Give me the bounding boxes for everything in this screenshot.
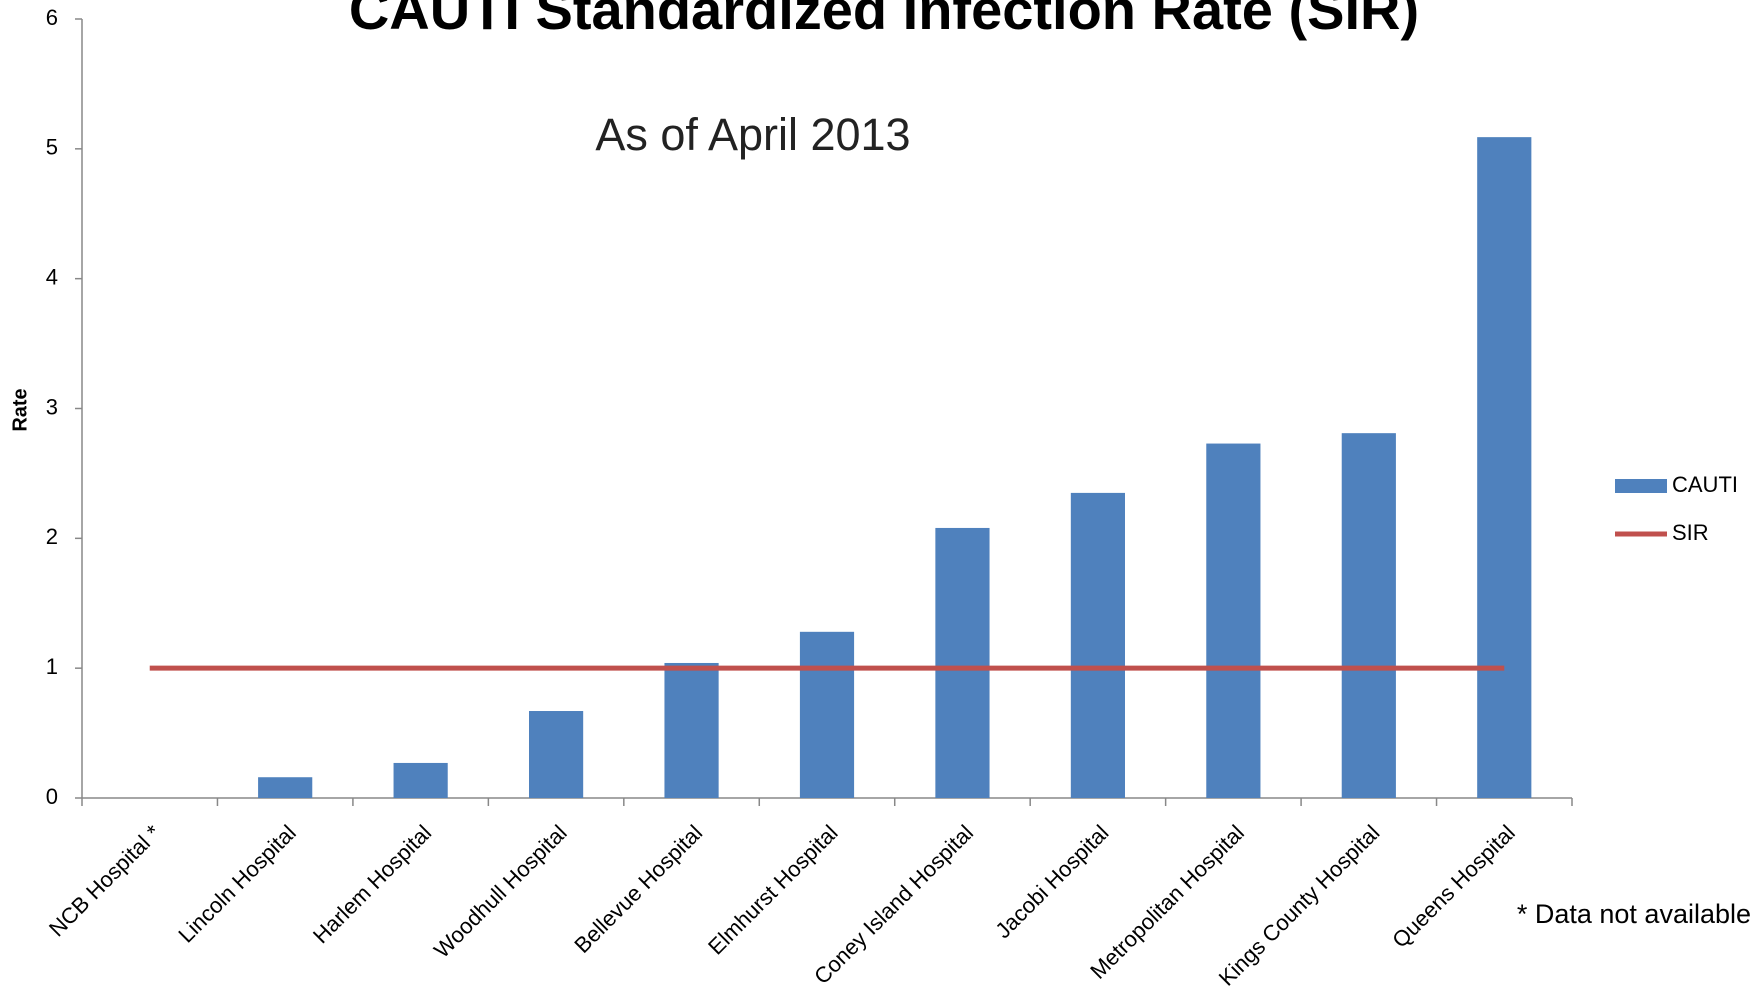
bar bbox=[1206, 443, 1261, 798]
y-tick-label: 1 bbox=[46, 654, 58, 679]
x-tick-label: Queens Hospital bbox=[1387, 820, 1520, 953]
legend-label: CAUTI bbox=[1672, 472, 1738, 497]
x-tick-label: Elmhurst Hospital bbox=[703, 820, 843, 960]
bar bbox=[1341, 433, 1396, 798]
x-tick-label: Bellevue Hospital bbox=[569, 820, 707, 958]
bar bbox=[393, 762, 448, 798]
x-tick-label: Jacobi Hospital bbox=[990, 820, 1113, 943]
y-tick-label: 3 bbox=[46, 394, 58, 419]
chart-title: CAUTI Standardized Infection Rate (SIR) bbox=[349, 0, 1419, 41]
y-tick-label: 0 bbox=[46, 784, 58, 809]
y-tick-label: 4 bbox=[46, 264, 58, 289]
legend-label: SIR bbox=[1672, 520, 1709, 545]
bar bbox=[1070, 492, 1125, 798]
y-tick-label: 5 bbox=[46, 135, 58, 160]
bar bbox=[529, 711, 584, 798]
legend-swatch bbox=[1615, 479, 1667, 493]
x-tick-label: Harlem Hospital bbox=[308, 820, 436, 948]
x-tick-label: Woodhull Hospital bbox=[429, 820, 572, 963]
bar bbox=[935, 527, 990, 798]
x-tick-label: Lincoln Hospital bbox=[173, 820, 301, 948]
bar bbox=[1477, 137, 1532, 799]
chart-subtitle: As of April 2013 bbox=[595, 109, 910, 160]
annotation: * Data not available bbox=[1517, 899, 1751, 929]
y-axis-label: Rate bbox=[9, 388, 31, 431]
y-tick-label: 2 bbox=[46, 524, 58, 549]
bar bbox=[258, 777, 313, 798]
bar bbox=[799, 631, 855, 798]
x-tick-label: Metropolitan Hospital bbox=[1085, 820, 1249, 984]
x-tick-label: NCB Hospital * bbox=[44, 820, 166, 942]
y-tick-label: 6 bbox=[46, 5, 58, 30]
bar bbox=[664, 662, 719, 798]
